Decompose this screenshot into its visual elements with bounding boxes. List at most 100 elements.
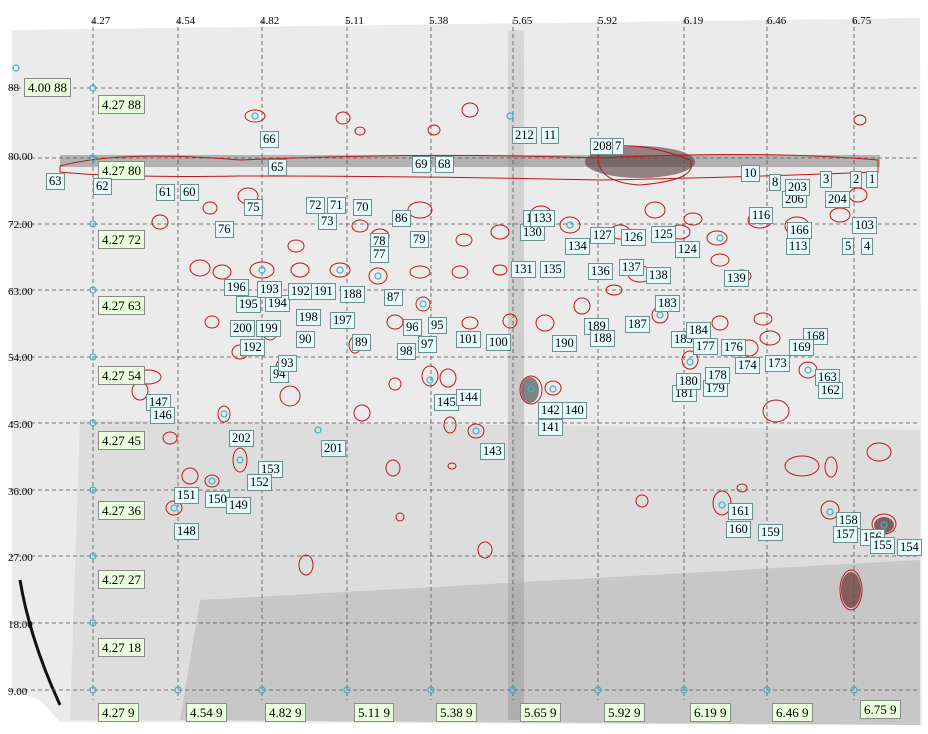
spot-label[interactable]: 173 — [765, 355, 790, 372]
reference-label[interactable]: 4.27 63 — [98, 296, 145, 315]
spot-label[interactable]: 154 — [897, 539, 922, 556]
spot-label[interactable]: 63 — [46, 173, 65, 190]
spot-label[interactable]: 5 — [842, 238, 855, 255]
reference-label[interactable]: 4.00 88 — [24, 78, 71, 97]
spot-label[interactable]: 141 — [538, 419, 563, 436]
reference-label[interactable]: 4.27 80 — [98, 161, 145, 180]
spot-label[interactable]: 77 — [370, 246, 389, 263]
spot-label[interactable]: 144 — [456, 389, 481, 406]
spot-label[interactable]: 69 — [412, 156, 431, 173]
spot-label[interactable]: 73 — [318, 213, 337, 230]
spot-label[interactable]: 143 — [480, 443, 505, 460]
spot-label[interactable]: 183 — [655, 295, 680, 312]
spot-label[interactable]: 179 — [703, 380, 728, 397]
spot-label[interactable]: 150 — [205, 491, 230, 508]
spot-label[interactable]: 96 — [403, 319, 422, 336]
reference-label[interactable]: 4.27 36 — [98, 501, 145, 520]
spot-label[interactable]: 131 — [511, 261, 536, 278]
spot-label[interactable]: 200 — [230, 320, 255, 337]
spot-label[interactable]: 202 — [229, 430, 254, 447]
spot-label[interactable]: 100 — [486, 334, 511, 351]
reference-label[interactable]: 4.27 27 — [98, 570, 145, 589]
spot-label[interactable]: 153 — [258, 461, 283, 478]
spot-label[interactable]: 155 — [870, 537, 895, 554]
spot-label[interactable]: 148 — [174, 523, 199, 540]
reference-label[interactable]: 6.75 9 — [860, 700, 901, 719]
spot-label[interactable]: 145 — [434, 394, 459, 411]
spot-label[interactable]: 8 — [769, 174, 782, 191]
spot-label[interactable]: 188 — [340, 286, 365, 303]
spot-label[interactable]: 157 — [833, 526, 858, 543]
spot-label[interactable]: 98 — [397, 343, 416, 360]
spot-label[interactable]: 60 — [180, 184, 199, 201]
spot-label[interactable]: 178 — [705, 367, 730, 384]
spot-label[interactable]: 174 — [735, 357, 760, 374]
spot-label[interactable]: 192 — [288, 283, 313, 300]
spot-label[interactable]: 4 — [861, 238, 874, 255]
spot-label[interactable]: 93 — [278, 355, 297, 372]
spot-label[interactable]: 11 — [541, 127, 560, 144]
spot-label[interactable]: 162 — [818, 382, 843, 399]
spot-label[interactable]: 190 — [552, 335, 577, 352]
spot-label[interactable]: 1 — [866, 171, 879, 188]
spot-label[interactable]: 138 — [646, 267, 671, 284]
spot-label[interactable]: 187 — [625, 316, 650, 333]
spot-label[interactable]: 139 — [724, 270, 749, 287]
spot-label[interactable]: 68 — [435, 156, 454, 173]
spot-label[interactable]: 176 — [721, 339, 746, 356]
spot-label[interactable]: 204 — [825, 191, 850, 208]
spot-label[interactable]: 177 — [693, 338, 718, 355]
spot-label[interactable]: 125 — [651, 226, 676, 243]
spot-label[interactable]: 7 — [612, 138, 625, 155]
spot-label[interactable]: 160 — [726, 521, 751, 538]
spot-label[interactable]: 72 — [306, 197, 325, 214]
spot-label[interactable]: 158 — [836, 512, 861, 529]
spot-label[interactable]: 197 — [330, 312, 355, 329]
reference-label[interactable]: 4.27 54 — [98, 366, 145, 385]
spot-label[interactable]: 149 — [226, 497, 251, 514]
spot-label[interactable]: 90 — [296, 331, 315, 348]
spot-label[interactable]: 103 — [852, 217, 877, 234]
spot-label[interactable]: 169 — [789, 339, 814, 356]
spot-label[interactable]: 101 — [456, 331, 481, 348]
spot-label[interactable]: 208 — [590, 138, 615, 155]
spot-label[interactable]: 78 — [370, 233, 389, 250]
spot-label[interactable]: 191 — [311, 283, 336, 300]
spot-label[interactable]: 116 — [749, 207, 774, 224]
spot-label[interactable]: 134 — [565, 238, 590, 255]
spot-label[interactable]: 10 — [741, 165, 760, 182]
spot-label[interactable]: 188 — [590, 330, 615, 347]
spot-label[interactable]: 196 — [224, 279, 249, 296]
spot-label[interactable]: 3 — [820, 171, 833, 188]
spot-label[interactable]: 184 — [686, 322, 711, 339]
spot-label[interactable]: 79 — [410, 231, 429, 248]
reference-label[interactable]: 4.82 9 — [265, 703, 306, 722]
spot-label[interactable]: 2 — [850, 171, 863, 188]
reference-label[interactable]: 6.46 9 — [772, 703, 813, 722]
spot-label[interactable]: 87 — [384, 289, 403, 306]
spot-label[interactable]: 113 — [786, 238, 811, 255]
spot-label[interactable]: 151 — [174, 487, 199, 504]
reference-label[interactable]: 5.11 9 — [354, 703, 395, 722]
spot-label[interactable]: 62 — [93, 178, 112, 195]
spot-label[interactable]: 201 — [321, 440, 346, 457]
spot-label[interactable]: 76 — [215, 221, 234, 238]
spot-label[interactable]: 71 — [327, 197, 346, 214]
spot-label[interactable]: 146 — [150, 407, 175, 424]
spot-label[interactable]: 195 — [236, 296, 261, 313]
reference-label[interactable]: 4.54 9 — [186, 703, 227, 722]
spot-label[interactable]: 180 — [676, 373, 701, 390]
spot-label[interactable]: 192 — [240, 339, 265, 356]
spot-label[interactable]: 152 — [247, 474, 272, 491]
spot-label[interactable]: 199 — [256, 320, 281, 337]
spot-label[interactable]: 66 — [260, 131, 279, 148]
reference-label[interactable]: 4.27 72 — [98, 230, 145, 249]
reference-label[interactable]: 4.27 45 — [98, 431, 145, 450]
spot-label[interactable]: 166 — [787, 222, 812, 239]
reference-label[interactable]: 4.27 18 — [98, 638, 145, 657]
spot-label[interactable]: 142 — [538, 402, 563, 419]
spot-label[interactable]: 126 — [621, 229, 646, 246]
spot-label[interactable]: 75 — [244, 199, 263, 216]
spot-label[interactable]: 70 — [353, 199, 372, 216]
spot-label[interactable]: 137 — [619, 259, 644, 276]
